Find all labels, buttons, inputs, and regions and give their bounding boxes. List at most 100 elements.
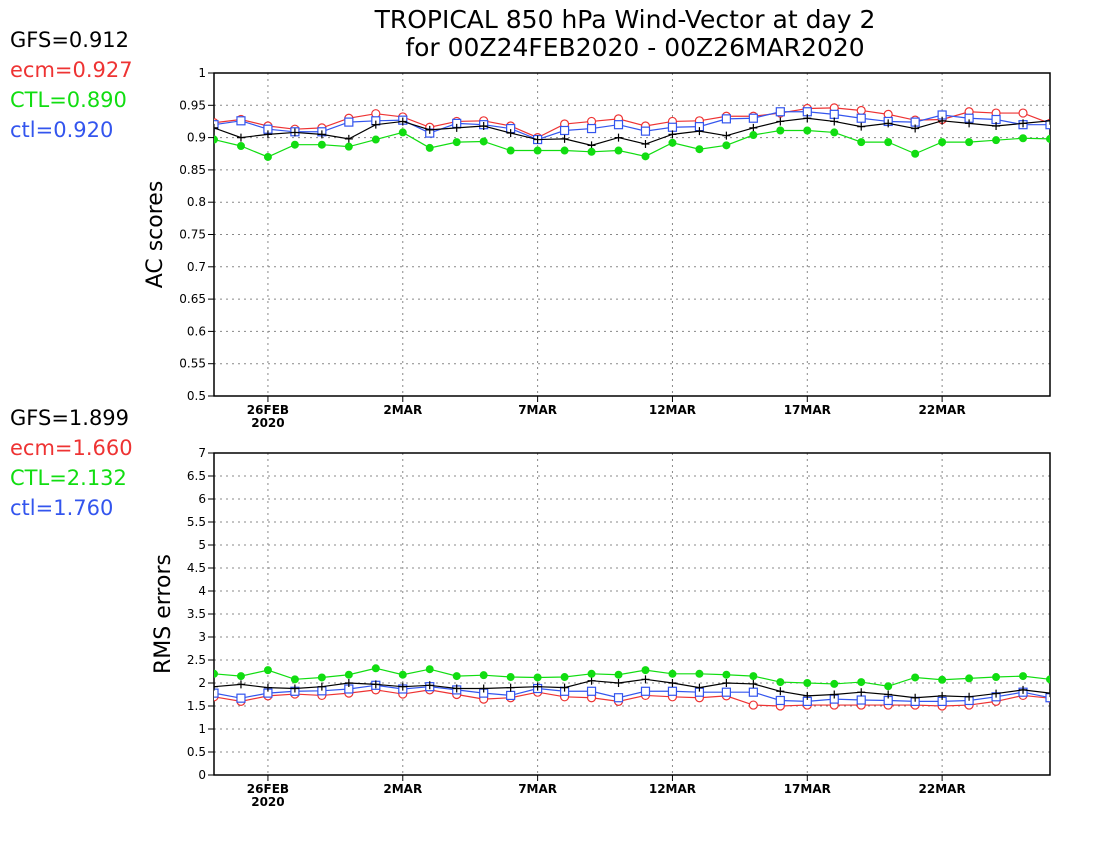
data-point-gfs [965, 119, 974, 128]
data-point-ctl [721, 114, 731, 124]
data-point-gfs [803, 114, 812, 123]
series-line-gfs [214, 678, 1050, 699]
data-point-ctl [775, 107, 785, 117]
data-point-ctl [1019, 672, 1028, 681]
data-point-gfs [1019, 685, 1028, 694]
data-point-gfs [965, 692, 974, 701]
y-tick-label: 1 [198, 722, 206, 736]
x-tick-label: 26FEB [247, 782, 289, 796]
data-point-ctl [344, 117, 354, 127]
data-point-ctl [344, 670, 353, 679]
data-point-ctl [775, 695, 785, 706]
data-point-ctl [214, 120, 219, 130]
series-ctl [214, 664, 1050, 691]
data-point-ctl [911, 673, 920, 682]
y-axis-label: RMS errors [151, 554, 176, 674]
legend-stat-ecm: ecm=0.927 [10, 58, 133, 82]
y-axis-label: AC scores [143, 181, 168, 289]
x-tick-label: 22MAR [919, 403, 966, 417]
data-point-gfs [1046, 689, 1050, 698]
data-point-gfs [344, 134, 353, 143]
data-point-ctl [1046, 134, 1050, 143]
data-point-gfs [398, 117, 407, 126]
data-point-ctl [722, 670, 731, 679]
data-point-ctl [1046, 675, 1050, 684]
data-point-gfs [992, 689, 1001, 698]
legend-stat-ctl: CTL=0.890 [10, 88, 127, 112]
data-point-ctl [290, 140, 299, 149]
data-point-gfs [857, 122, 866, 131]
data-point-gfs [1046, 116, 1050, 125]
y-tick-label: 0.65 [179, 292, 206, 306]
data-point-ctl [263, 152, 272, 161]
y-tick-label: 3.5 [187, 607, 206, 621]
x-tick-label: 22MAR [919, 782, 966, 796]
chart-title-line1: TROPICAL 850 hPa Wind-Vector at day 2 [374, 5, 876, 34]
data-point-ctl [938, 138, 947, 147]
data-point-gfs [425, 125, 434, 134]
data-point-ctl [479, 671, 488, 680]
data-point-ctl [236, 672, 245, 681]
data-point-ctl [695, 145, 704, 154]
data-point-gfs [560, 683, 569, 692]
data-point-ecm [748, 700, 758, 710]
data-point-gfs [641, 675, 650, 684]
data-point-ctl [641, 152, 650, 161]
data-point-ctl [317, 673, 326, 682]
x-tick-label: 2MAR [383, 403, 422, 417]
data-point-ctl [830, 679, 839, 688]
data-point-ecm [856, 105, 866, 116]
data-point-gfs [803, 691, 812, 700]
series-line-ctl [214, 129, 1050, 158]
data-point-gfs [695, 683, 704, 692]
data-point-gfs [749, 679, 758, 688]
data-point-gfs [479, 684, 488, 693]
data-point-ctl [479, 137, 488, 146]
y-tick-label: 0 [198, 768, 206, 782]
data-point-gfs [830, 117, 839, 126]
data-point-ctl [640, 126, 651, 136]
legend-stat-ctl: CTL=2.132 [10, 466, 127, 490]
data-point-gfs [317, 682, 326, 691]
data-point-gfs [722, 131, 731, 140]
y-tick-label: 0.7 [187, 260, 206, 274]
data-point-ctl [371, 664, 380, 673]
data-point-ctl [452, 672, 461, 681]
data-point-ctl [776, 126, 785, 135]
data-point-ctl [236, 141, 245, 150]
data-point-ctl [640, 686, 651, 696]
data-point-ctl [965, 674, 974, 683]
data-point-gfs [641, 140, 650, 149]
data-point-ctl [214, 135, 218, 144]
y-tick-label: 0.9 [187, 131, 206, 145]
data-point-gfs [506, 683, 515, 692]
y-tick-label: 0.55 [179, 357, 206, 371]
data-point-gfs [776, 687, 785, 696]
data-point-ctl [803, 126, 812, 135]
data-point-ctl [829, 109, 839, 119]
data-point-ctl [533, 146, 542, 155]
data-point-ctl [236, 116, 246, 126]
data-point-gfs [425, 681, 434, 690]
data-point-gfs [857, 688, 866, 697]
data-point-ctl [290, 675, 299, 684]
data-point-ctl [533, 673, 542, 682]
y-tick-label: 1 [198, 66, 206, 80]
data-point-ctl [560, 673, 569, 682]
legend-stat-ctl: ctl=0.920 [10, 118, 113, 142]
y-tick-label: 5 [198, 538, 206, 552]
data-point-gfs [479, 121, 488, 130]
data-point-gfs [695, 127, 704, 136]
x-tick-sublabel: 2020 [251, 416, 284, 430]
x-tick-label: 17MAR [784, 782, 831, 796]
data-point-gfs [290, 684, 299, 693]
data-point-ctl [214, 669, 218, 678]
series-line-ctl [214, 667, 1050, 687]
y-tick-label: 0.75 [179, 228, 206, 242]
data-point-ctl [371, 135, 380, 144]
data-point-gfs [560, 134, 569, 143]
data-point-gfs [533, 682, 542, 691]
data-point-ctl [613, 120, 624, 130]
